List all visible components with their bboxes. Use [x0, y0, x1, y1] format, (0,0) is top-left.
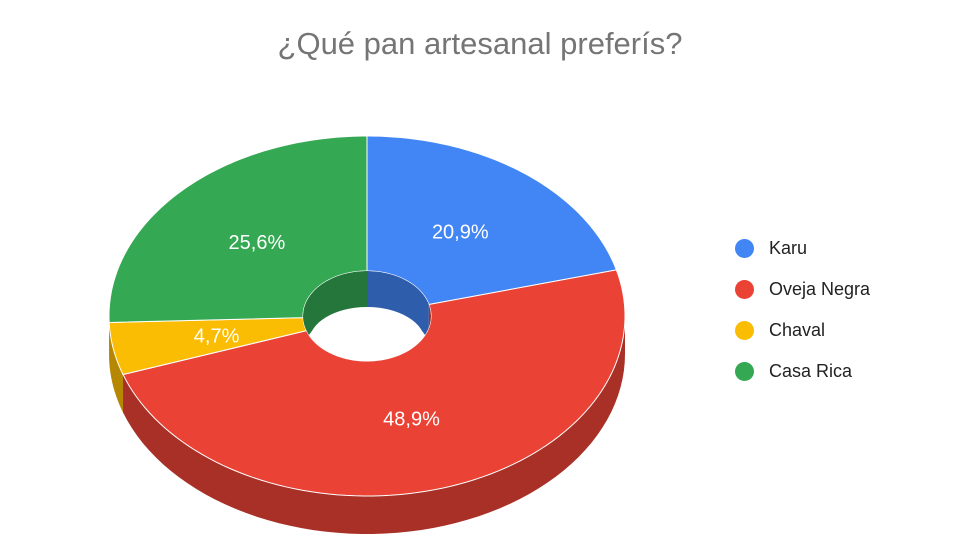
legend-item: Karu	[735, 228, 870, 269]
legend-label: Oveja Negra	[769, 279, 871, 299]
chart-title: ¿Qué pan artesanal preferís?	[277, 26, 683, 61]
legend-swatch	[735, 280, 754, 299]
legend-swatch	[735, 239, 754, 258]
legend-item: Chaval	[735, 310, 870, 351]
slice-value-label: 20,9%	[432, 221, 489, 243]
hole-wall-casa-rica	[303, 271, 367, 354]
hole-wall-karu	[367, 271, 429, 343]
slice-value-label: 25,6%	[229, 232, 286, 254]
legend-item: Casa Rica	[735, 351, 870, 392]
legend-label: Chaval	[769, 320, 826, 340]
legend-item: Oveja Negra	[735, 269, 870, 310]
slice-side-chaval	[109, 322, 124, 413]
legend: Karu Oveja Negra Chaval Casa Rica	[735, 228, 870, 392]
legend-label: Karu	[769, 238, 808, 258]
slice-value-label: 4,7%	[194, 326, 240, 348]
slice-value-label: 48,9%	[383, 408, 440, 430]
legend-label: Casa Rica	[769, 361, 853, 381]
slice-side-oveja-negra	[123, 316, 625, 534]
legend-swatch	[735, 321, 754, 340]
legend-swatch	[735, 362, 754, 381]
